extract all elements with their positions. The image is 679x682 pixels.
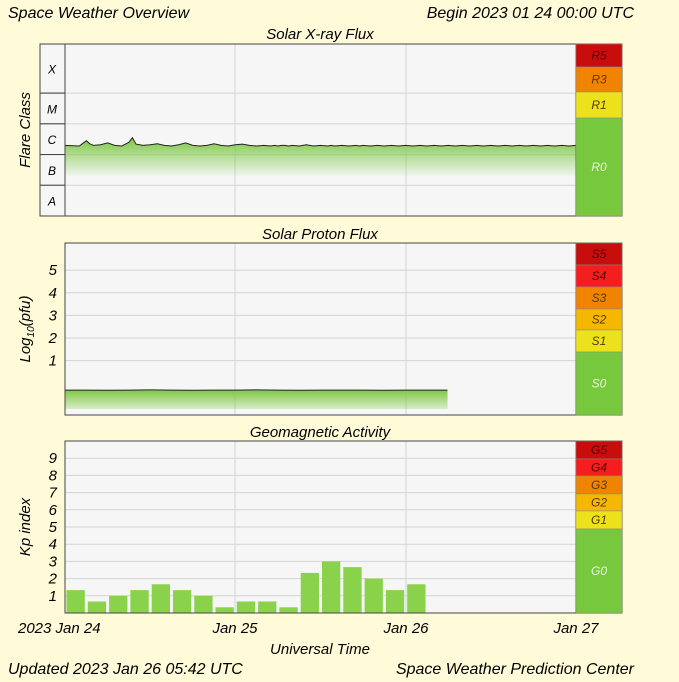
x-tick-label: Jan 25 bbox=[211, 620, 258, 637]
xray-y-axis-label: Flare Class bbox=[17, 92, 34, 168]
scale-label: R0 bbox=[591, 160, 607, 174]
kp-bar bbox=[194, 595, 213, 613]
scale-label: S3 bbox=[592, 291, 607, 305]
scale-box-r0 bbox=[575, 117, 623, 217]
kp-bar bbox=[364, 578, 383, 613]
proton-y-tick-label: 3 bbox=[49, 307, 58, 324]
kp-bar bbox=[215, 607, 234, 613]
kp-bar bbox=[300, 572, 319, 613]
kp-y-tick-label: 8 bbox=[49, 467, 58, 484]
kp-y-tick-label: 4 bbox=[49, 536, 57, 553]
scale-label: S4 bbox=[592, 269, 607, 283]
flare-class-label: M bbox=[47, 103, 57, 117]
proton-flux-fill bbox=[65, 389, 448, 409]
kp-y-tick-label: 6 bbox=[49, 502, 58, 519]
scale-label: R3 bbox=[591, 73, 607, 87]
kp-bar bbox=[258, 601, 277, 613]
kp-y-tick-label: 1 bbox=[49, 588, 57, 605]
geomag-y-axis-label: Kp index bbox=[17, 497, 34, 556]
xray-panel-title: Solar X-ray Flux bbox=[266, 26, 374, 43]
flare-class-label: A bbox=[47, 195, 56, 209]
scale-label: G4 bbox=[591, 461, 607, 475]
x-tick-label: Jan 26 bbox=[382, 620, 429, 637]
plot-area bbox=[65, 243, 576, 415]
kp-bar bbox=[343, 567, 362, 613]
kp-bar bbox=[109, 595, 128, 613]
proton-y-tick-label: 5 bbox=[49, 262, 58, 279]
flare-class-label: B bbox=[48, 164, 56, 178]
flare-class-label: C bbox=[48, 133, 57, 147]
proton-panel-title: Solar Proton Flux bbox=[262, 226, 378, 243]
kp-bar bbox=[322, 561, 341, 613]
geomag-panel-title: Geomagnetic Activity bbox=[250, 424, 392, 441]
scale-label: G1 bbox=[591, 513, 607, 527]
scale-box-g0 bbox=[575, 528, 623, 614]
kp-bar bbox=[173, 590, 192, 613]
page-title: Space Weather Overview bbox=[8, 5, 191, 22]
scale-label: G5 bbox=[591, 443, 607, 457]
proton-y-axis-label: Log10(pfu) bbox=[17, 295, 37, 362]
x-tick-label: 2023 Jan 24 bbox=[17, 620, 101, 637]
scale-label: G2 bbox=[591, 496, 607, 510]
scale-box-r1 bbox=[575, 91, 623, 119]
kp-bar bbox=[151, 584, 170, 613]
kp-bar bbox=[407, 584, 426, 613]
kp-bar bbox=[236, 601, 256, 613]
xray-panel: X M C B A R5 R3 R1 R0 bbox=[39, 43, 623, 217]
x-tick-label: Jan 27 bbox=[552, 620, 599, 637]
flare-class-label: X bbox=[47, 63, 57, 77]
begin-time: Begin 2023 01 24 00:00 UTC bbox=[427, 5, 635, 22]
scale-label: S0 bbox=[592, 377, 607, 391]
kp-y-tick-label: 3 bbox=[49, 553, 58, 570]
kp-y-tick-label: 2 bbox=[48, 571, 58, 588]
plot-area bbox=[65, 44, 576, 216]
scale-label: G3 bbox=[591, 478, 607, 492]
kp-y-tick-label: 9 bbox=[49, 450, 58, 467]
proton-y-tick-label: 2 bbox=[48, 330, 58, 347]
flare-class-box bbox=[39, 184, 66, 217]
proton-y-tick-label: 4 bbox=[49, 285, 57, 302]
scale-label: G0 bbox=[591, 564, 607, 578]
scale-label: S1 bbox=[592, 334, 607, 348]
kp-bar bbox=[66, 590, 85, 613]
proton-y-tick-label: 1 bbox=[49, 353, 57, 370]
center-name: Space Weather Prediction Center bbox=[396, 661, 635, 678]
xray-flux-line bbox=[64, 136, 577, 147]
scale-label: R1 bbox=[591, 98, 606, 112]
kp-bar bbox=[87, 601, 107, 613]
scale-label: S2 bbox=[592, 313, 607, 327]
x-axis-title: Universal Time bbox=[270, 641, 370, 658]
xray-flux-fill bbox=[65, 137, 576, 176]
kp-bar bbox=[130, 590, 149, 613]
updated-time: Updated 2023 Jan 26 05:42 UTC bbox=[8, 661, 243, 678]
kp-bar bbox=[279, 607, 298, 613]
kp-y-tick-label: 5 bbox=[49, 519, 58, 536]
kp-y-tick-label: 7 bbox=[49, 485, 58, 502]
proton-panel: 5 4 3 2 1 S5 S4 S3 S2 S1 S0 bbox=[48, 242, 623, 416]
scale-box-r3 bbox=[575, 66, 623, 93]
scale-label: S5 bbox=[592, 247, 607, 261]
kp-bar bbox=[385, 590, 405, 613]
scale-label: R5 bbox=[591, 49, 607, 63]
scale-box-s0 bbox=[575, 351, 623, 416]
